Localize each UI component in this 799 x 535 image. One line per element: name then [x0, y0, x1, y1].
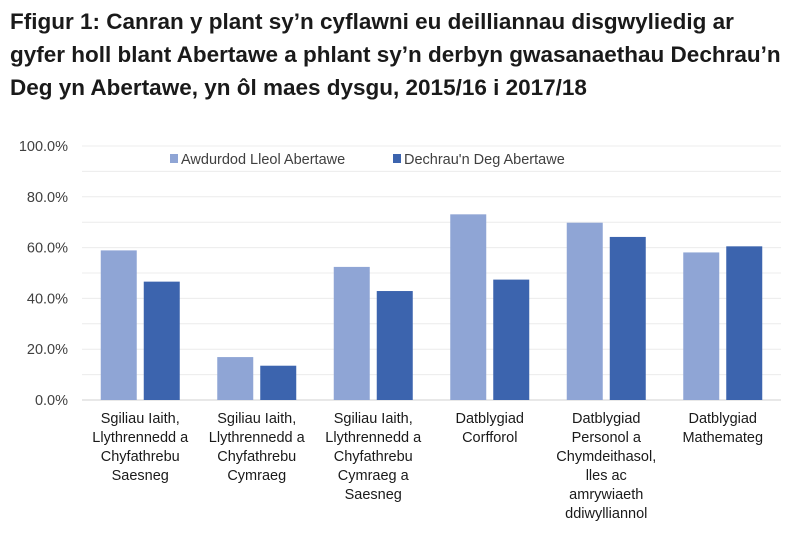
bar-dechrau: [493, 279, 530, 400]
bar-dechrau: [609, 236, 646, 400]
x-category-label: Datblygiad Personol a Chymdeithasol, lles a…: [556, 411, 656, 522]
x-category-label: Sgiliau Iaith, Llythrennedd a Chyfathrebu C…: [209, 411, 306, 484]
x-category-label: Datblygiad Corfforol: [455, 411, 524, 446]
y-tick-label: 0.0%: [35, 393, 68, 409]
x-category-label: Sgiliau Iaith, Llythrennedd a Chyfathrebu S…: [92, 411, 189, 484]
chart-title: Ffigur 1: Canran y plant sy’n cyflawni e…: [10, 9, 781, 100]
bar-dechrau: [143, 281, 180, 400]
bar-awdurdod: [333, 266, 370, 400]
bar-awdurdod: [683, 252, 720, 400]
y-tick-label: 20.0%: [27, 342, 68, 358]
y-tick-label: 100.0%: [19, 139, 68, 155]
bar-awdurdod: [217, 357, 254, 400]
bar-dechrau: [260, 365, 297, 400]
y-tick-label: 60.0%: [27, 241, 68, 257]
y-tick-label: 40.0%: [27, 291, 68, 307]
bar-awdurdod: [566, 222, 603, 400]
bar-awdurdod: [450, 214, 487, 400]
x-category-label: Datblygiad Mathemateg: [682, 411, 763, 446]
legend-swatch: [393, 154, 401, 163]
bar-awdurdod: [100, 250, 137, 400]
y-tick-label: 80.0%: [27, 190, 68, 206]
legend-label: Awdurdod Lleol Abertawe: [181, 152, 345, 168]
legend-label: Dechrau'n Deg Abertawe: [404, 152, 565, 168]
legend-swatch: [170, 154, 178, 163]
bar-dechrau: [726, 246, 763, 400]
x-category-label: Sgiliau Iaith, Llythrennedd a Chyfathrebu C…: [325, 411, 422, 503]
bar-dechrau: [376, 291, 413, 400]
